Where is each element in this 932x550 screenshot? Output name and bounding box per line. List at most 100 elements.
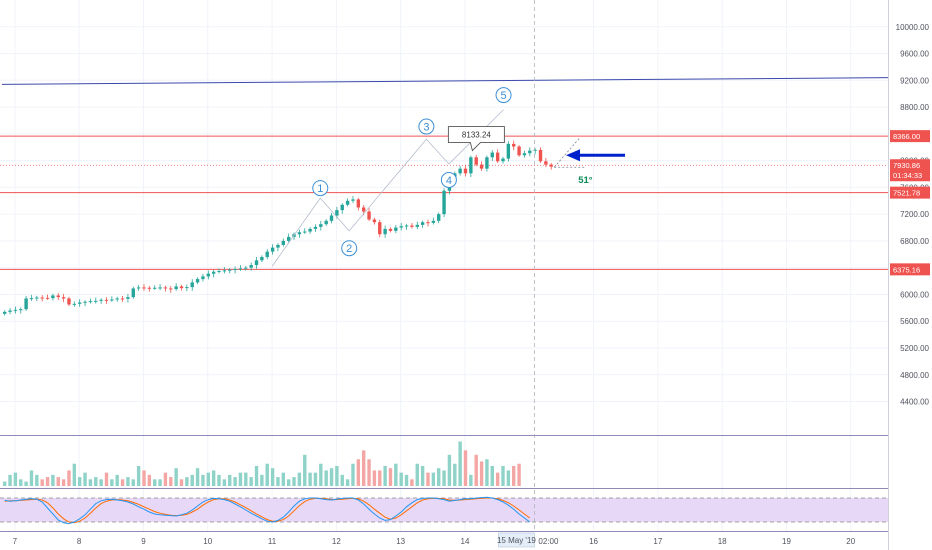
- candle-body: [228, 269, 232, 271]
- volume-bar: [195, 468, 200, 486]
- volume-bar: [399, 472, 403, 486]
- candle-body: [549, 164, 553, 167]
- time-tick-label: 7: [13, 537, 18, 546]
- candle-body: [340, 204, 344, 211]
- candle-body: [120, 298, 125, 300]
- volume-bar: [72, 463, 77, 486]
- volume-bar: [469, 474, 473, 486]
- volume-bar: [292, 477, 296, 486]
- candle-body: [201, 276, 205, 280]
- candle-body: [420, 222, 425, 225]
- time-axis[interactable]: 7 8 9 10 11 12 13 14 16 17 18 19 20 15 May '19 02:00: [13, 532, 856, 548]
- candle-body: [351, 199, 355, 201]
- volume-bar: [126, 477, 130, 486]
- volume-bar: [270, 468, 275, 486]
- candle-body: [361, 207, 366, 212]
- volume-bar: [383, 465, 387, 486]
- current-price-badge: 7930.86: [893, 161, 920, 170]
- wave-marker-circle[interactable]: [495, 87, 512, 104]
- candle-body: [217, 271, 221, 273]
- volume-bar: [8, 474, 12, 486]
- candle-body: [147, 287, 152, 289]
- wave-marker-label: 1: [317, 183, 323, 195]
- volume-bar: [104, 472, 109, 486]
- candle-body: [437, 214, 441, 221]
- candle-body: [67, 298, 71, 305]
- price-axis: 10000.009600.009200.008800.008400.008000…: [896, 23, 930, 407]
- candle-body: [254, 260, 259, 266]
- volume-bar: [372, 470, 377, 486]
- time-tick-label: 12: [332, 537, 341, 546]
- candle-body: [388, 228, 393, 231]
- candle-body: [281, 240, 286, 245]
- candle-body: [329, 215, 334, 221]
- volume-bar: [228, 474, 232, 486]
- trend-angle-label: 51°: [578, 175, 593, 186]
- wave-marker-circle[interactable]: [418, 118, 435, 135]
- volume-bar: [426, 472, 430, 486]
- candle-body: [56, 295, 60, 298]
- trendline[interactable]: [1, 77, 890, 85]
- volume-bar: [45, 477, 50, 486]
- time-tick-label: 18: [718, 537, 727, 546]
- candle-body: [77, 302, 82, 304]
- candle-body: [83, 301, 87, 303]
- candle-body: [303, 231, 307, 233]
- volume-bar: [437, 468, 441, 486]
- volume-bar: [506, 470, 511, 486]
- candle-body: [533, 149, 537, 151]
- elliott-wave-count[interactable]: 1 2 3 4 5: [271, 87, 512, 267]
- volume-bar: [131, 479, 135, 486]
- candle-body: [185, 287, 189, 289]
- candle-body: [163, 287, 168, 289]
- candle-body: [522, 153, 527, 156]
- wave-marker-circle[interactable]: [440, 171, 457, 188]
- volume-bar: [512, 465, 516, 486]
- trendline-line[interactable]: [1, 77, 890, 85]
- wave-marker-label: 5: [500, 90, 506, 102]
- time-tick-label: 9: [141, 537, 146, 546]
- candle-body: [94, 300, 98, 302]
- volume-bar: [335, 465, 339, 486]
- volume-bar: [453, 463, 457, 486]
- volume-bar: [201, 474, 205, 486]
- time-tick-label: 19: [782, 537, 791, 546]
- volume-bar: [88, 479, 93, 486]
- candle-body: [345, 200, 350, 205]
- volume-bar: [158, 479, 162, 486]
- volume-bar: [356, 459, 361, 486]
- wave-path: [271, 109, 504, 267]
- volume-bar: [329, 468, 334, 486]
- volume-bar: [490, 465, 494, 486]
- candle-body: [431, 220, 436, 223]
- candle-body: [136, 287, 141, 289]
- annotations[interactable]: 8133.24 51°: [447, 126, 625, 187]
- candle-body: [415, 224, 419, 227]
- price-tick-label: 8800.00: [900, 103, 929, 112]
- price-tick-label: 9200.00: [900, 76, 929, 85]
- wave-marker-circle[interactable]: [312, 180, 329, 197]
- candle-body: [238, 268, 243, 270]
- volume-bar: [265, 463, 269, 486]
- price-tick-label: 4800.00: [900, 371, 929, 380]
- price-pane[interactable]: [0, 0, 888, 435]
- volume-bar: [40, 479, 44, 486]
- wave-marker-circle[interactable]: [341, 240, 358, 257]
- volume-bar: [233, 477, 237, 486]
- candle-body: [319, 224, 323, 227]
- price-tick-label: 5600.00: [900, 317, 929, 326]
- candle-body: [313, 226, 318, 229]
- candle-body: [29, 298, 34, 300]
- time-tick-label: 20: [846, 537, 855, 546]
- volume-bar: [442, 470, 446, 486]
- volume-bar: [136, 465, 141, 486]
- volume-bar: [61, 479, 66, 486]
- stoch-k-line: [4, 496, 531, 525]
- candle-body: [528, 150, 532, 154]
- volume-bar: [324, 470, 328, 486]
- cursor-date-bg: [498, 532, 535, 548]
- price-callout-box[interactable]: [447, 126, 505, 152]
- candle-body: [131, 288, 135, 298]
- candle-body: [490, 152, 494, 158]
